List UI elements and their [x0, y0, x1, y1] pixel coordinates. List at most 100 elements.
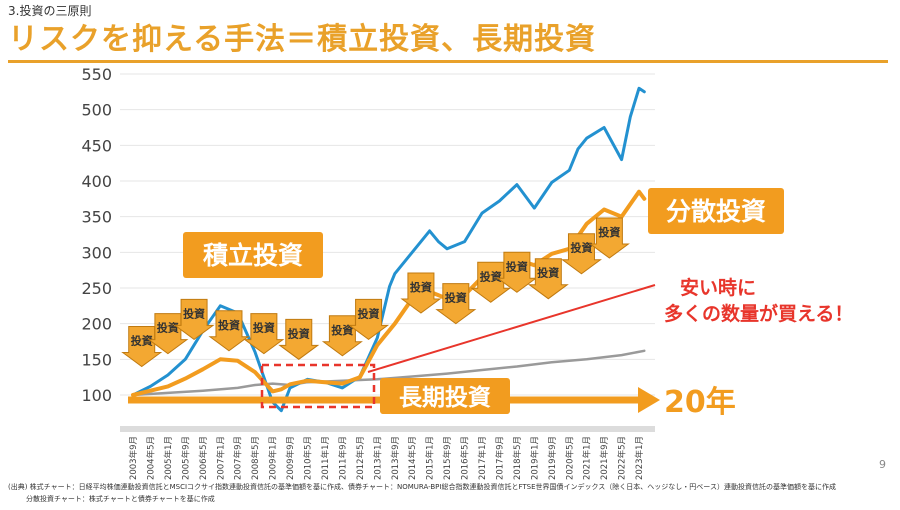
footnote-diversified: 分散投資チャート：株式チャートと債券チャートを基に作成 [26, 495, 215, 503]
x-tick-label: 2005年1月 [163, 436, 174, 480]
invest-arrow-shape [496, 251, 538, 293]
x-tick-label: 2004年5月 [145, 436, 156, 480]
invest-arrow-label: 投資 [480, 269, 502, 283]
invest-arrow: 投資 [243, 313, 285, 355]
y-axis-ticks: 100 150 200 250 300 350 400 450 500 550 [81, 65, 112, 405]
y-tick-label: 250 [81, 279, 112, 298]
x-tick-label: 2006年5月 [198, 436, 209, 480]
x-tick-label: 2010年5月 [303, 436, 314, 480]
x-tick-label: 2021年9月 [599, 436, 610, 480]
bunsan-label-box [648, 188, 784, 234]
x-tick-label: 2019年1月 [529, 436, 540, 480]
invest-arrow: 投資 [588, 217, 630, 259]
invest-arrow-shape [588, 217, 630, 259]
tsumitate-label-box [183, 232, 323, 278]
x-tick-label: 2021年1月 [582, 436, 593, 480]
x-tick-label: 2017年1月 [477, 436, 488, 480]
invest-arrow-label: 投資 [288, 326, 310, 340]
invest-arrow-label: 投資 [570, 241, 592, 255]
x-tick-label: 2022年5月 [617, 436, 628, 480]
x-tick-label: 2015年9月 [442, 436, 453, 480]
invest-arrow: 投資 [400, 272, 442, 314]
x-tick-label: 2005年9月 [180, 436, 191, 480]
x-tick-label: 2015年1月 [425, 436, 436, 480]
x-tick-label: 2013年9月 [390, 436, 401, 480]
y-tick-label: 450 [81, 136, 112, 155]
y-tick-label: 200 [81, 315, 112, 334]
x-tick-label: 2023年1月 [634, 436, 645, 480]
x-tick-label: 2020年5月 [564, 436, 575, 480]
invest-arrow-shape [243, 313, 285, 355]
invest-arrow: 投資 [527, 258, 569, 300]
x-tick-label: 2013年1月 [372, 436, 383, 480]
invest-arrow-shape [527, 258, 569, 300]
x-tick-label: 2009年1月 [268, 436, 279, 480]
tsumitate-label: 積立投資 [203, 241, 303, 270]
invest-arrow-shape [435, 283, 477, 325]
x-tick-label: 2008年5月 [250, 436, 261, 480]
invest-arrow: 投資 [173, 298, 215, 340]
invest-arrow: 投資 [560, 233, 602, 275]
twenty-year-label: 20年 [664, 385, 736, 420]
long-term-label-box [380, 378, 510, 414]
invest-arrow-label: 投資 [253, 321, 275, 335]
y-tick-label: 150 [81, 350, 112, 369]
section-label: 3.投資の三原則 [8, 4, 92, 18]
series-line-bond [131, 349, 646, 397]
invest-arrow: 投資 [147, 313, 189, 355]
invest-arrow-label: 投資 [218, 318, 240, 332]
invest-arrow-label: 投資 [537, 266, 559, 280]
footnote-source: (出典) 株式チャート：日経平均株価連動投資信託とMSCIコクサイ指数連動投資信… [8, 483, 836, 491]
invest-arrow: 投資 [470, 261, 512, 303]
x-tick-label: 2017年9月 [494, 436, 505, 480]
invest-arrow-shape [173, 298, 215, 340]
x-axis-band [120, 426, 655, 432]
bunsan-label: 分散投資 [666, 197, 766, 226]
invest-arrow-label: 投資 [358, 306, 380, 320]
invest-arrow-shape [400, 272, 442, 314]
y-tick-label: 300 [81, 243, 112, 262]
x-tick-label: 2003年9月 [128, 436, 139, 480]
cheap-text-line1: 安い時に [680, 276, 756, 299]
invest-arrow-shape [348, 298, 390, 340]
page-number: 9 [879, 458, 886, 471]
cheap-pointer-line [367, 284, 656, 373]
invest-arrow-label: 投資 [183, 306, 205, 320]
y-tick-label: 350 [81, 208, 112, 227]
x-tick-label: 2012年5月 [355, 436, 366, 480]
x-tick-label: 2009年9月 [285, 436, 296, 480]
invest-arrow: 投資 [278, 318, 320, 360]
long-term-dashed-box [260, 363, 376, 409]
x-tick-label: 2016年5月 [460, 436, 471, 480]
x-tick-label: 2011年9月 [337, 436, 348, 480]
invest-arrow-label: 投資 [445, 291, 467, 305]
invest-arrow: 投資 [496, 251, 538, 293]
y-tick-label: 500 [81, 101, 112, 120]
y-tick-label: 100 [81, 386, 112, 405]
invest-arrow-shape [208, 310, 250, 352]
invest-arrow-label: 投資 [331, 323, 353, 337]
y-tick-label: 550 [81, 65, 112, 84]
invest-arrow: 投資 [208, 310, 250, 352]
x-tick-label: 2018年5月 [512, 436, 523, 480]
x-axis-ticks: 2003年9月 2004年5月 2005年1月 2005年9月 2006年5月 2007年… [128, 436, 645, 480]
x-tick-label: 2007年9月 [233, 436, 244, 480]
title-underline [8, 60, 888, 63]
x-tick-label: 2007年1月 [215, 436, 226, 480]
invest-arrow-label: 投資 [506, 259, 528, 273]
long-term-label: 長期投資 [399, 384, 491, 411]
invest-arrow-label: 投資 [131, 333, 153, 347]
invest-arrow-shape [278, 318, 320, 360]
x-tick-label: 2011年1月 [320, 436, 331, 480]
page-title: リスクを抑える手法＝積立投資、長期投資 [8, 22, 597, 57]
invest-arrow-label: 投資 [157, 321, 179, 335]
invest-arrow: 投資 [348, 298, 390, 340]
y-tick-label: 400 [81, 172, 112, 191]
twenty-year-arrow-head [638, 387, 660, 413]
invest-arrow-label: 投資 [410, 280, 432, 294]
invest-arrow-label: 投資 [598, 225, 620, 239]
x-tick-label: 2014年5月 [407, 436, 418, 480]
cheap-text-line2: 多くの数量が買える！ [664, 302, 853, 325]
